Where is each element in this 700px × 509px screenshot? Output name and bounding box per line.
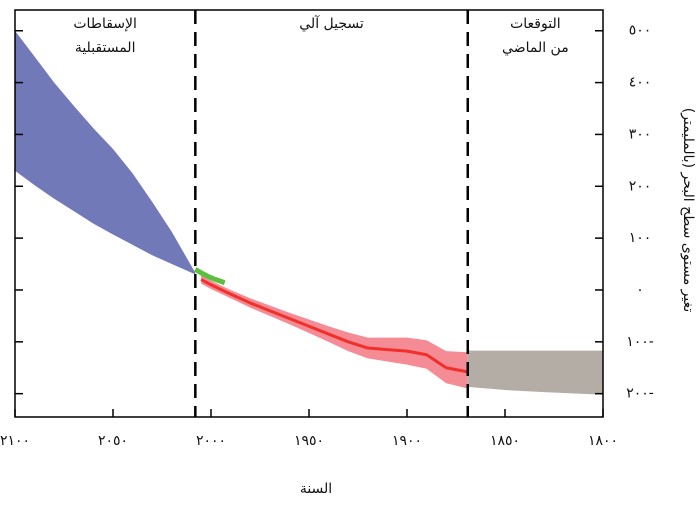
band (201, 275, 468, 389)
x-tick-label: ١٨٥٠ (490, 433, 520, 449)
x-tick-label: ١٩٠٠ (392, 433, 422, 449)
x-tick-label: ١٩٥٠ (294, 433, 324, 449)
x-axis-label: السنة (300, 481, 332, 497)
y-tick-label: ٢٠٠ (629, 178, 652, 194)
y-tick-label: ٣٠٠ (629, 126, 652, 142)
annotation: المستقبلية (75, 40, 136, 56)
x-tick-label: ٢١٠٠ (0, 433, 30, 449)
y-tick-label: ٢٠٠- (626, 386, 654, 402)
annotation: تسجيل آلي (299, 15, 364, 32)
y-tick-label: ١٠٠ (629, 230, 652, 246)
x-tick-label: ١٨٠٠ (588, 433, 618, 449)
y-tick-label: ٥٠٠ (629, 23, 652, 39)
line (194, 267, 226, 286)
x-tick-label: ٢٠٥٠ (98, 433, 128, 449)
y-tick-label: ٤٠٠ (629, 75, 652, 91)
annotation: التوقعات (510, 16, 561, 32)
y-tick-label: ٠ (636, 282, 644, 298)
annotation: الإسقاطات (73, 16, 137, 32)
band (467, 350, 603, 395)
band (15, 30, 196, 275)
line (200, 278, 469, 374)
x-tick-label: ٢٠٠٠ (196, 433, 226, 449)
annotation: من الماضي (502, 40, 569, 56)
y-axis-label: تغير مستوى سطح البحر (بالمليمتر) (680, 108, 696, 313)
y-tick-label: ١٠٠- (626, 334, 654, 350)
